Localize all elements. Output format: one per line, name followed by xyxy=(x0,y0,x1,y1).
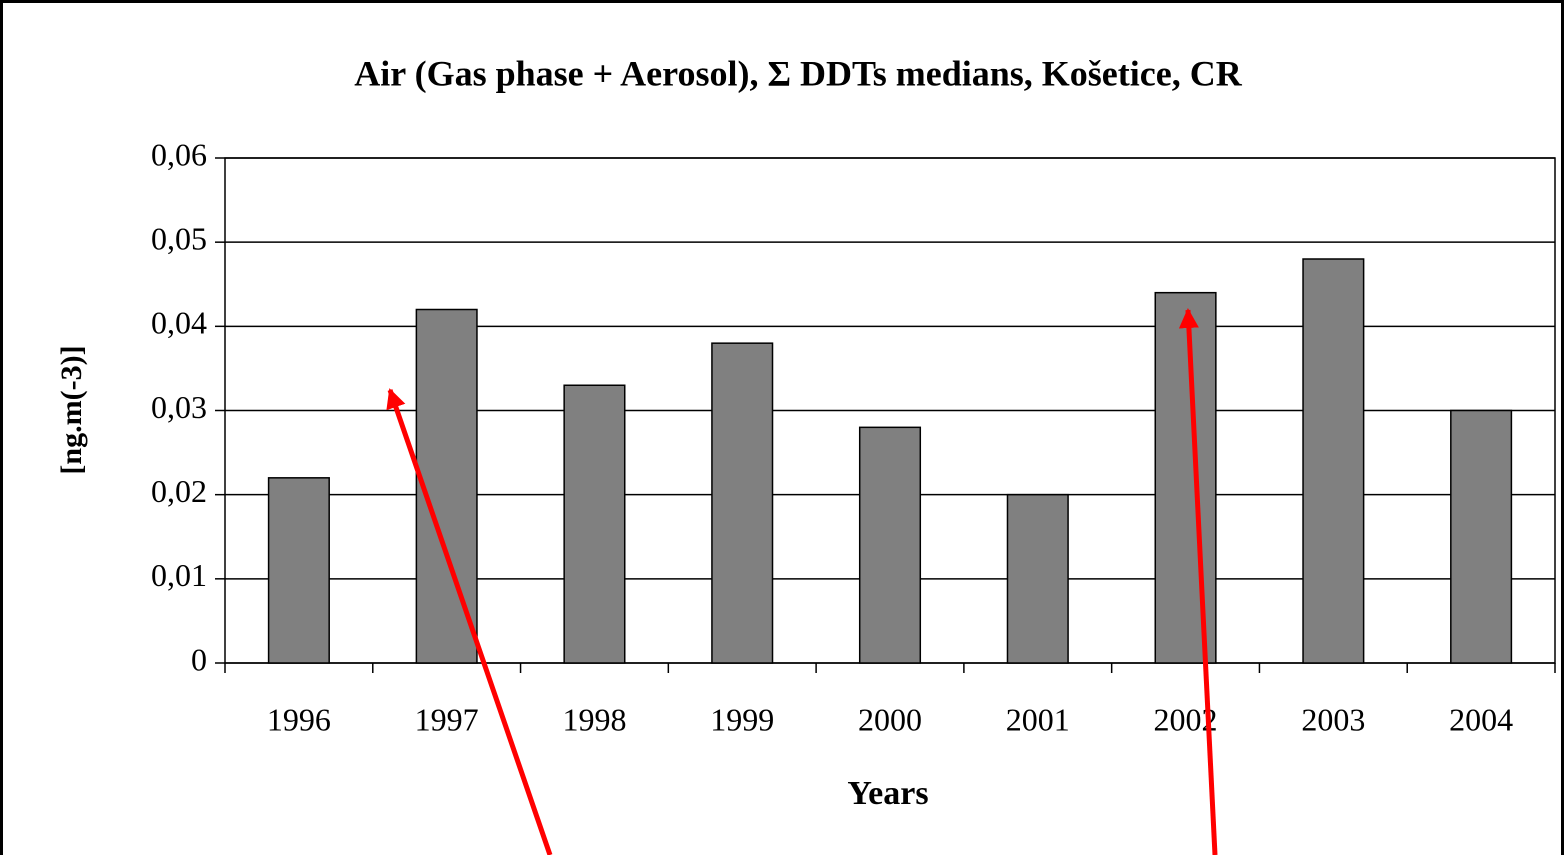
x-tick-label: 2001 xyxy=(1006,701,1070,737)
y-axis-label: [ng.m(-3)] xyxy=(55,345,88,474)
y-tick-label: 0,02 xyxy=(151,473,207,509)
x-tick-label: 1997 xyxy=(415,701,479,737)
y-tick-label: 0,03 xyxy=(151,389,207,425)
y-tick-label: 0,06 xyxy=(151,136,207,172)
bar xyxy=(1154,291,1217,664)
bar xyxy=(711,342,774,664)
arrow xyxy=(386,388,553,855)
bar xyxy=(267,477,330,664)
x-tick-label: 1999 xyxy=(710,701,774,737)
bar xyxy=(1450,409,1513,664)
bar xyxy=(563,384,626,664)
bar xyxy=(415,308,478,664)
bar xyxy=(1302,258,1365,664)
x-tick-label: 2004 xyxy=(1449,701,1513,737)
y-tick-label: 0 xyxy=(191,641,207,677)
x-tick-label: 1998 xyxy=(562,701,626,737)
y-tick-label: 0,05 xyxy=(151,221,207,257)
bar xyxy=(858,426,922,664)
bar xyxy=(1006,493,1069,664)
y-tick-label: 0,04 xyxy=(151,305,207,341)
x-axis-label: Years xyxy=(847,775,928,812)
y-tick-label: 0,01 xyxy=(151,557,207,593)
arrow xyxy=(1178,308,1218,855)
plot: 0 0,01 0,02 0,03 0,04 0,05 0,06 1996 1997 1998 199… xyxy=(151,136,1556,737)
x-tick-label: 1996 xyxy=(267,701,331,737)
chart-title: Air (Gas phase + Aerosol), Σ DDTs median… xyxy=(354,53,1242,93)
x-tick-label: 2003 xyxy=(1301,701,1365,737)
x-tick-label: 2000 xyxy=(858,701,922,737)
